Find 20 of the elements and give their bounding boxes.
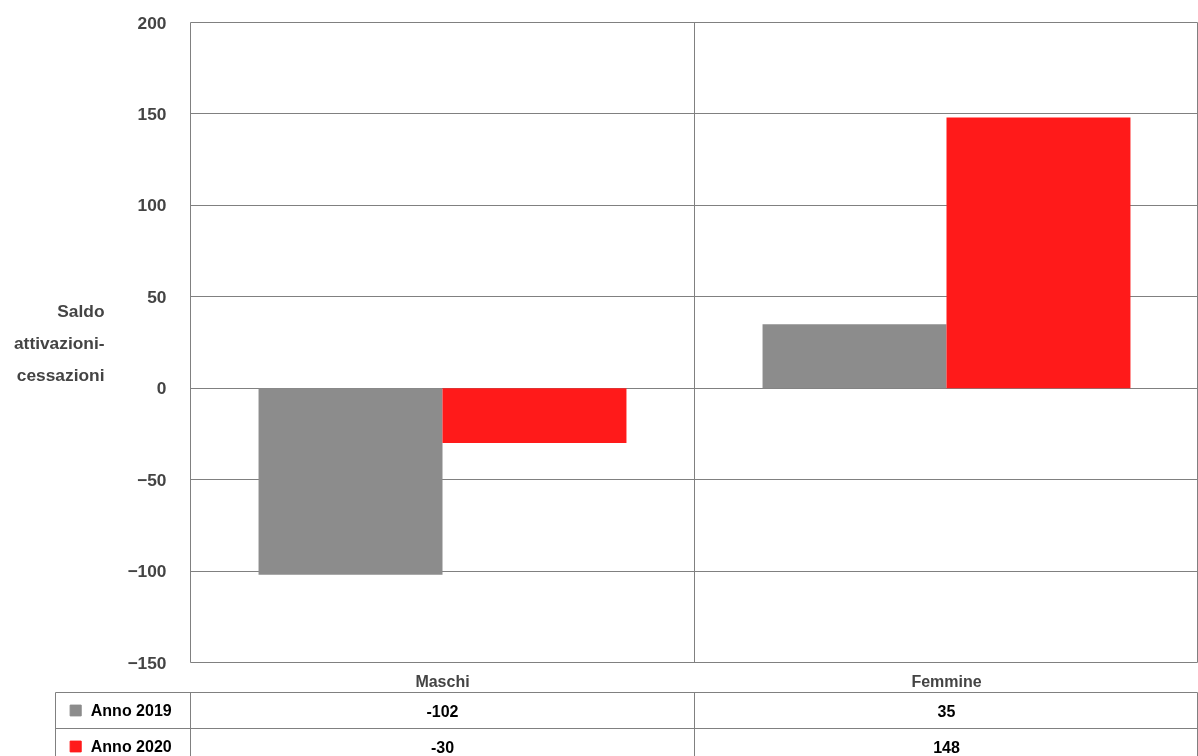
y-tick-label: 100 xyxy=(137,195,167,216)
y-tick-label: 0 xyxy=(156,378,167,399)
y-tick-label: 200 xyxy=(137,12,167,33)
legend-label: Anno 2020 xyxy=(90,738,172,755)
y-axis-title: Saldo attivazioni- cessazioni xyxy=(13,300,105,385)
data-label: -30 xyxy=(430,738,455,756)
bar xyxy=(762,324,947,389)
bar xyxy=(442,388,627,444)
y-tick-label: −150 xyxy=(127,652,167,673)
data-label: -102 xyxy=(426,702,459,720)
y-tick-label: −50 xyxy=(137,469,167,490)
bar xyxy=(946,117,1131,389)
x-tick-label: Maschi xyxy=(415,672,470,690)
data-label: 35 xyxy=(937,702,956,720)
data-label: 148 xyxy=(933,738,960,756)
y-tick-label: 50 xyxy=(147,286,167,307)
y-tick-label: 150 xyxy=(137,103,167,124)
y-tick-label: −100 xyxy=(127,561,167,582)
x-tick-label: Femmine xyxy=(911,672,982,690)
legend-label: Anno 2019 xyxy=(90,702,172,719)
